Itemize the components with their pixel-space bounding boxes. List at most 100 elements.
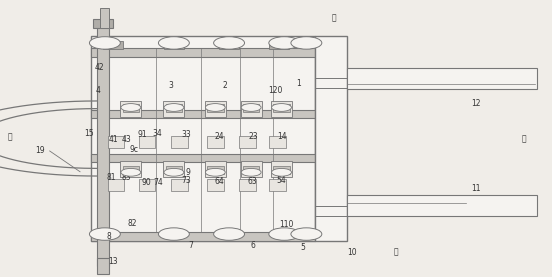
- Text: 34: 34: [152, 129, 162, 138]
- Bar: [120, 101, 141, 117]
- Text: 4: 4: [96, 86, 100, 95]
- Text: 后: 后: [394, 248, 399, 257]
- Bar: [269, 179, 286, 191]
- Text: 9c: 9c: [130, 145, 139, 153]
- Bar: [97, 258, 109, 274]
- Bar: [269, 136, 286, 148]
- Text: 15: 15: [84, 129, 94, 138]
- Bar: [243, 104, 259, 112]
- Ellipse shape: [158, 228, 189, 240]
- Bar: [315, 36, 347, 241]
- Text: 14: 14: [277, 132, 287, 141]
- Ellipse shape: [272, 104, 291, 111]
- Ellipse shape: [214, 228, 245, 240]
- Text: 73: 73: [181, 176, 191, 185]
- Ellipse shape: [121, 168, 141, 176]
- Text: 23: 23: [248, 132, 258, 141]
- Text: 41: 41: [108, 135, 118, 143]
- Text: 1: 1: [296, 79, 300, 88]
- Text: 11: 11: [471, 184, 481, 193]
- Bar: [207, 166, 224, 174]
- Bar: [207, 179, 224, 191]
- Bar: [271, 101, 292, 117]
- Ellipse shape: [164, 104, 184, 111]
- Bar: [91, 154, 315, 162]
- Bar: [347, 68, 537, 89]
- Text: 右: 右: [522, 134, 527, 143]
- Bar: [207, 104, 224, 112]
- Text: 24: 24: [214, 132, 224, 141]
- Ellipse shape: [121, 104, 141, 111]
- Text: 7: 7: [188, 241, 193, 250]
- Bar: [100, 8, 109, 28]
- Text: 54: 54: [277, 176, 286, 185]
- Bar: [139, 179, 155, 191]
- Ellipse shape: [158, 37, 189, 49]
- Text: 91: 91: [137, 130, 147, 139]
- Bar: [164, 41, 184, 49]
- Bar: [171, 136, 188, 148]
- Text: 43: 43: [122, 135, 132, 143]
- Bar: [239, 179, 256, 191]
- Text: 33: 33: [181, 130, 191, 139]
- Bar: [93, 19, 113, 28]
- Bar: [91, 232, 315, 241]
- Bar: [205, 161, 226, 177]
- Text: 9: 9: [185, 168, 190, 177]
- Text: 110: 110: [279, 220, 293, 229]
- Text: 74: 74: [153, 178, 163, 187]
- Ellipse shape: [269, 37, 300, 49]
- Ellipse shape: [241, 168, 261, 176]
- Bar: [123, 104, 139, 112]
- Bar: [91, 110, 315, 118]
- Bar: [207, 136, 224, 148]
- Text: 左: 左: [8, 133, 12, 142]
- Bar: [219, 41, 239, 49]
- Text: 5: 5: [300, 243, 305, 252]
- Bar: [171, 179, 188, 191]
- Ellipse shape: [291, 228, 322, 240]
- Bar: [241, 161, 262, 177]
- Bar: [163, 161, 184, 177]
- Bar: [166, 104, 182, 112]
- Bar: [91, 48, 315, 57]
- Bar: [166, 166, 182, 174]
- Ellipse shape: [89, 37, 120, 49]
- Text: 82: 82: [128, 219, 137, 228]
- Ellipse shape: [89, 228, 120, 240]
- Text: 8: 8: [107, 232, 112, 241]
- Bar: [271, 161, 292, 177]
- Bar: [347, 195, 537, 216]
- Bar: [269, 41, 289, 49]
- Text: 6: 6: [251, 241, 255, 250]
- Text: 前: 前: [332, 14, 336, 22]
- Bar: [97, 22, 109, 266]
- Text: 3: 3: [169, 81, 173, 89]
- Bar: [120, 161, 141, 177]
- Ellipse shape: [205, 104, 225, 111]
- Ellipse shape: [241, 104, 261, 111]
- Bar: [108, 136, 124, 148]
- Text: 90: 90: [141, 178, 151, 187]
- Text: 83: 83: [121, 173, 131, 182]
- Bar: [273, 166, 290, 174]
- Bar: [243, 166, 259, 174]
- Bar: [239, 136, 256, 148]
- Ellipse shape: [291, 37, 322, 49]
- Text: 64: 64: [214, 178, 224, 186]
- Ellipse shape: [269, 228, 300, 240]
- Bar: [205, 101, 226, 117]
- Text: 13: 13: [108, 257, 118, 266]
- Text: 120: 120: [268, 86, 282, 95]
- Text: 81: 81: [107, 173, 116, 182]
- Text: 2: 2: [223, 81, 227, 89]
- Bar: [139, 136, 155, 148]
- Ellipse shape: [214, 37, 245, 49]
- Text: 19: 19: [35, 147, 45, 155]
- Text: 63: 63: [248, 178, 258, 186]
- Ellipse shape: [272, 168, 291, 176]
- Bar: [103, 41, 123, 49]
- Bar: [108, 179, 124, 191]
- Bar: [241, 101, 262, 117]
- Bar: [123, 166, 139, 174]
